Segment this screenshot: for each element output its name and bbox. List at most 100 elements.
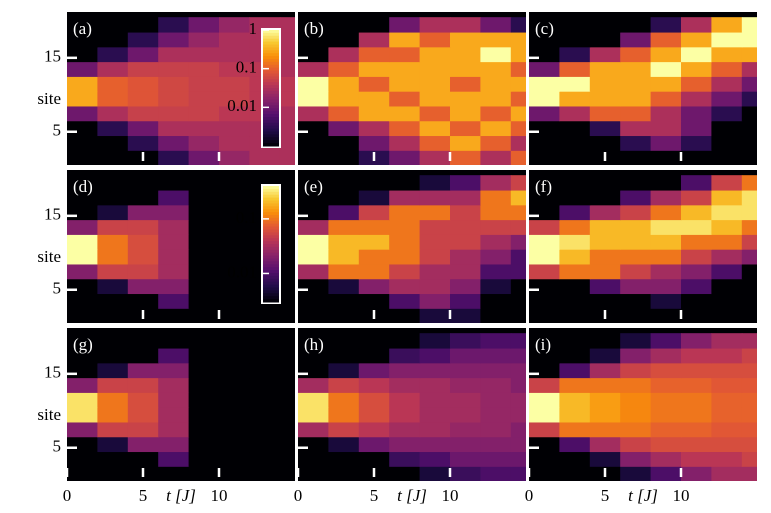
heatmap-cell	[650, 120, 682, 137]
heatmap-cell	[419, 308, 451, 323]
colorbar-swatch	[263, 293, 279, 297]
heatmap-cell	[620, 31, 652, 48]
heatmap-cell	[480, 377, 512, 393]
heatmap-cell	[620, 436, 652, 453]
heatmap-cell	[650, 219, 682, 235]
heatmap-cell	[358, 333, 390, 349]
colorbar-swatch	[263, 191, 279, 196]
heatmap-cell	[559, 150, 591, 165]
heatmap-cell	[67, 278, 98, 295]
heatmap-cell	[67, 333, 98, 349]
colorbar-swatch	[263, 93, 279, 98]
heatmap-cell	[279, 76, 295, 92]
heatmap-cell	[127, 347, 159, 364]
heatmap-cell	[559, 175, 591, 191]
heatmap-cell	[389, 451, 421, 467]
heatmap-cell	[681, 219, 712, 235]
heatmap-cell	[389, 466, 421, 481]
panel-label: (b)	[304, 19, 324, 38]
heatmap-cell	[249, 347, 281, 364]
heatmap-cell	[219, 421, 250, 438]
heatmap-cell	[298, 105, 329, 122]
heatmap-cell	[711, 189, 743, 206]
heatmap-cell	[480, 120, 512, 137]
heatmap-cell	[328, 347, 360, 364]
heatmap-cell	[419, 249, 451, 265]
heatmap-cell	[741, 17, 757, 33]
heatmap-cell	[97, 120, 129, 137]
heatmap-cell	[450, 175, 481, 191]
heatmap-cell	[158, 135, 190, 151]
heatmap-cell	[480, 293, 512, 309]
colorbar-swatch	[263, 38, 279, 43]
heatmap-cell	[219, 407, 250, 423]
heatmap-cell	[711, 234, 743, 250]
heatmap-cell	[188, 175, 220, 191]
heatmap-cell	[328, 234, 360, 250]
heatmap-cell	[389, 347, 421, 364]
heatmap-cell	[650, 293, 682, 309]
heatmap-cell	[279, 293, 295, 309]
heatmap-cell	[328, 17, 360, 33]
heatmap-cell	[620, 249, 652, 265]
heatmap-cell	[419, 377, 451, 393]
heatmap-cell	[67, 407, 98, 423]
heatmap-cell	[741, 308, 757, 323]
heatmap-cell	[279, 204, 295, 221]
heatmap-cell	[711, 421, 743, 438]
colorbar-swatch	[263, 270, 279, 274]
heatmap-cell	[529, 392, 560, 408]
heatmap-cell	[188, 333, 220, 349]
heatmap-cell	[620, 120, 652, 137]
heatmap-cell	[127, 105, 159, 122]
heatmap-cell	[358, 234, 390, 250]
heatmap-cell	[559, 249, 591, 265]
heatmap-cell	[529, 407, 560, 423]
heatmap-cell	[279, 436, 295, 453]
heatmap-cell	[328, 120, 360, 137]
heatmap-cell	[127, 31, 159, 48]
heatmap-cell	[681, 263, 712, 280]
y-tick-label: 15	[44, 47, 61, 66]
heatmap-cell	[681, 76, 712, 92]
colorbar-swatch	[263, 56, 279, 60]
heatmap-cell	[328, 308, 360, 323]
heatmap-cell	[127, 91, 159, 107]
heatmap-cell	[389, 135, 421, 151]
heatmap-cell	[127, 392, 159, 408]
heatmap-cell	[127, 362, 159, 379]
x-tick-label: 10	[211, 486, 228, 505]
heatmap-cell	[298, 120, 329, 137]
heatmap-cell	[419, 347, 451, 364]
heatmap-cell	[650, 249, 682, 265]
heatmap-cell	[741, 61, 757, 77]
colorbar-swatch	[263, 241, 279, 245]
heatmap-cell	[681, 308, 712, 323]
heatmap-cell	[419, 219, 451, 235]
heatmap-cell	[480, 46, 512, 63]
heatmap-cell	[510, 91, 526, 107]
heatmap-cell	[589, 347, 621, 364]
heatmap-cell	[650, 278, 682, 295]
heatmap-cell	[450, 76, 481, 92]
colorbar-swatch	[263, 67, 279, 72]
heatmap-cell	[711, 91, 743, 107]
heatmap-cell	[450, 61, 481, 77]
heatmap-cell	[741, 293, 757, 309]
heatmap-cell	[510, 421, 526, 438]
colorbar-swatch	[263, 35, 279, 40]
heatmap-cell	[389, 362, 421, 379]
heatmap-cell	[279, 466, 295, 481]
heatmap-cell	[419, 135, 451, 151]
heatmap-cell	[529, 308, 560, 323]
heatmap-cell	[589, 91, 621, 107]
heatmap-cell	[589, 333, 621, 349]
heatmap-cell	[559, 31, 591, 48]
colorbar-swatch	[263, 200, 279, 204]
heatmap-cell	[450, 377, 481, 393]
heatmap-cell	[67, 17, 98, 33]
heatmap-cell	[97, 347, 129, 364]
heatmap-cell	[741, 466, 757, 481]
heatmap-cell	[510, 135, 526, 151]
heatmap-cell	[529, 249, 560, 265]
